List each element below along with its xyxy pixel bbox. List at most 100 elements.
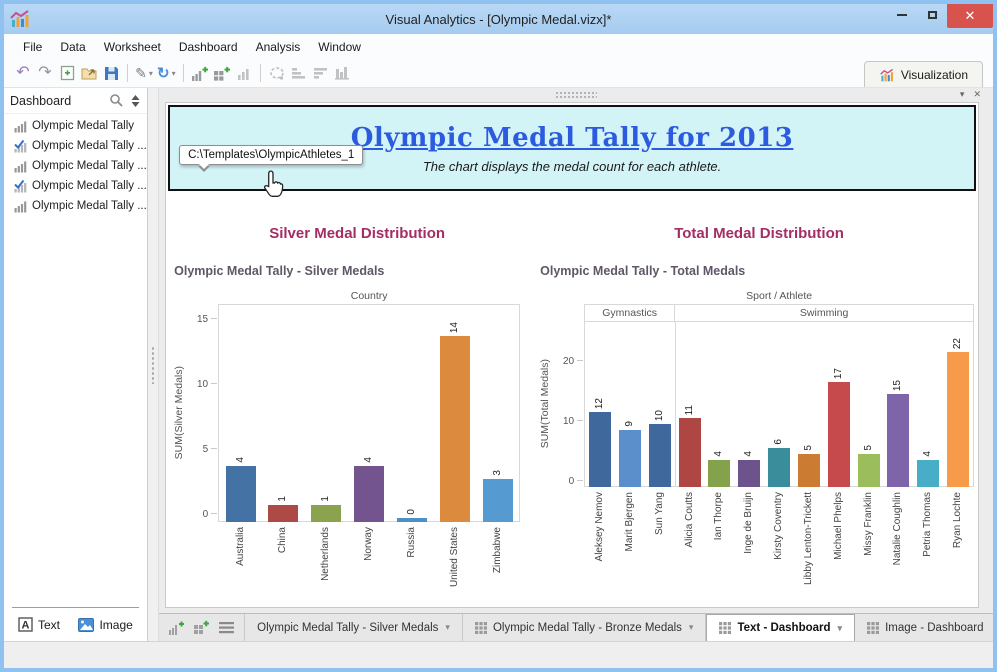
bar-michael-phelps[interactable] — [827, 382, 850, 487]
bar-ian-thorpe[interactable] — [708, 460, 731, 487]
bar-zimbabwe[interactable] — [482, 479, 513, 522]
add-dashboard-button[interactable] — [211, 62, 233, 84]
bar-marit-bjergen[interactable] — [618, 430, 641, 487]
bar-area: 11 — [675, 322, 705, 487]
new-worksheet-icon[interactable] — [169, 620, 185, 635]
visualization-tab[interactable]: Visualization — [863, 61, 983, 87]
menu-analysis[interactable]: Analysis — [255, 39, 301, 54]
bar-value-label: 1 — [320, 496, 332, 502]
sidebar-item-olympic-medal-tally-5[interactable]: Olympic Medal Tally ... — [4, 196, 147, 216]
show-chart-button[interactable] — [233, 62, 255, 84]
sidebar-item-olympic-medal-tally-3[interactable]: Olympic Medal Tally ... — [4, 156, 147, 176]
object-menu-caret-icon[interactable]: ▾ — [959, 89, 965, 99]
add-worksheet-button[interactable] — [189, 62, 211, 84]
menu-file[interactable]: File — [23, 39, 43, 54]
axis-group-swimming: Swimming — [674, 305, 975, 321]
category-label-area: Libby Lenton-Trickett — [794, 487, 824, 597]
menu-dashboard[interactable]: Dashboard — [178, 39, 238, 54]
bar-russia[interactable] — [396, 518, 427, 522]
new-file-button[interactable] — [56, 62, 78, 84]
bar-area: 22 — [943, 322, 973, 487]
menu-window[interactable]: Window — [318, 39, 361, 54]
tab-image-dashboard[interactable]: Image - Dashboard — [855, 614, 993, 641]
bar-area: 1 — [305, 305, 348, 522]
sort-order-icon[interactable] — [130, 94, 141, 108]
bar-missy-franklin[interactable] — [857, 454, 880, 487]
undo-button[interactable]: ↶ — [16, 64, 30, 81]
sort-ascending-button[interactable] — [288, 62, 310, 84]
lasso-select-button[interactable] — [266, 62, 288, 84]
bar-natalie-coughlin[interactable] — [887, 394, 910, 487]
bar-value-label: 4 — [234, 457, 246, 463]
sidebar-item-olympic-medal-tally-2[interactable]: Olympic Medal Tally ... — [4, 136, 147, 156]
bar-china[interactable] — [268, 505, 299, 522]
bar-value-label: 12 — [594, 397, 606, 409]
y-axis-tick-label: 15 — [197, 314, 209, 325]
sheet-list-icon[interactable] — [219, 621, 235, 634]
bar-sun-yang[interactable] — [648, 424, 671, 487]
y-axis-tick-mark — [577, 480, 584, 481]
sidebar-splitter[interactable] — [147, 88, 160, 641]
bar-australia[interactable] — [225, 466, 256, 522]
save-button[interactable] — [100, 62, 122, 84]
minimize-button[interactable] — [887, 4, 917, 26]
y-axis-tick-mark — [577, 360, 584, 361]
bar-united-states[interactable] — [439, 336, 470, 522]
menu-data[interactable]: Data — [60, 39, 86, 54]
open-button[interactable] — [78, 62, 100, 84]
tab-menu-caret-icon[interactable]: ▾ — [445, 622, 450, 632]
category-label-area: Ryan Lochte — [943, 487, 973, 597]
sidebar-item-label: Olympic Medal Tally ... — [32, 180, 147, 192]
sidebar-item-olympic-medal-tally-4[interactable]: Olympic Medal Tally ... — [4, 176, 147, 196]
add-text-button[interactable]: A Text — [14, 614, 64, 635]
bar-netherlands[interactable] — [311, 505, 342, 522]
sort-descending-button[interactable] — [310, 62, 332, 84]
worksheet-icon — [14, 200, 27, 213]
sidebar-item-olympic-medal-tally-1[interactable]: Olympic Medal Tally — [4, 116, 147, 136]
y-axis-title: SUM(Total Medals) — [539, 359, 552, 449]
bar-libby-lenton-trickett[interactable] — [797, 454, 820, 487]
tab-olympic-medal-tally-bronze-medals[interactable]: Olympic Medal Tally - Bronze Medals ▾ — [463, 614, 707, 641]
tab-menu-caret-icon[interactable]: ▾ — [688, 622, 694, 632]
bar-area: 14 — [433, 305, 476, 522]
visualization-tab-label: Visualization — [900, 67, 968, 82]
x-axis-title: Country — [350, 290, 388, 302]
bar-alicia-coutts[interactable] — [678, 418, 701, 487]
bar-ryan-lochte[interactable] — [947, 352, 970, 487]
bar-value-label: 4 — [743, 451, 755, 457]
y-axis-tick-label: 10 — [563, 416, 575, 427]
bar-value-label: 6 — [773, 439, 785, 445]
menu-worksheet[interactable]: Worksheet — [103, 39, 161, 54]
bar-inge-de-bruijn[interactable] — [738, 460, 761, 487]
category-label: Alicia Coutts — [683, 492, 695, 548]
category-label: Inge de Bruijn — [743, 492, 755, 554]
grouped-bars-button[interactable] — [332, 62, 354, 84]
tab-olympic-medal-tally-silver-medals[interactable]: Olympic Medal Tally - Silver Medals ▾ — [245, 614, 463, 641]
new-dashboard-icon[interactable] — [194, 620, 210, 635]
object-drag-handle-icon[interactable] — [555, 91, 598, 100]
plot-area: 4 Australia 1 China 1 Netherlands 4 Norway 0 Russ… — [218, 304, 521, 587]
dashboard-grid-icon — [719, 622, 732, 634]
tab-text-dashboard[interactable]: Text - Dashboard ▾ — [706, 614, 856, 641]
object-close-icon[interactable]: ✕ — [973, 89, 981, 99]
close-button[interactable]: ✕ — [947, 4, 993, 28]
redo-button[interactable]: ↷ — [38, 64, 52, 81]
bar-petria-thomas[interactable] — [917, 460, 940, 487]
bar-value-label: 3 — [491, 470, 503, 476]
refresh-button[interactable]: ↻ ▾ — [157, 64, 176, 82]
bar-norway[interactable] — [354, 466, 385, 522]
maximize-button[interactable] — [917, 4, 947, 26]
sheet-tab-strip: Olympic Medal Tally - Silver Medals ▾ Olym… — [159, 613, 993, 641]
category-label-area: United States — [433, 522, 476, 606]
bar-value-label: 14 — [448, 321, 460, 333]
silver-medals-chart: Country SUM(Silver Medals) 0 5 10 15 4 Australi… — [173, 290, 521, 587]
silver-medal-section: Silver Medal Distribution Olympic Medal … — [173, 225, 540, 587]
section-heading: Silver Medal Distribution — [269, 225, 446, 242]
bar-aleksey-nemov[interactable] — [589, 412, 612, 487]
format-button[interactable]: ✎ ▾ — [135, 65, 153, 81]
search-icon[interactable] — [109, 93, 124, 108]
add-image-button[interactable]: Image — [74, 615, 136, 635]
bar-kirsty-coventry[interactable] — [768, 448, 791, 487]
tab-menu-caret-icon[interactable]: ▾ — [837, 622, 843, 633]
dashboard-title: Olympic Medal Tally for 2013 — [350, 122, 794, 153]
